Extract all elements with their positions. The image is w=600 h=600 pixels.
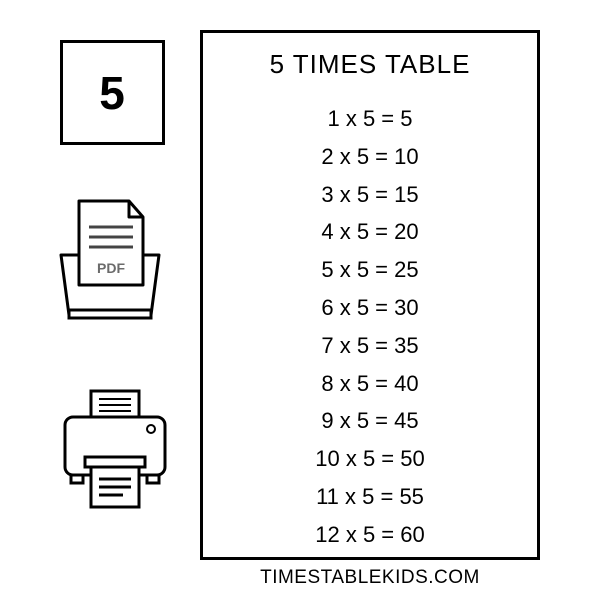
- table-title: 5 TIMES TABLE: [221, 49, 519, 80]
- pdf-export-icon[interactable]: PDF: [55, 195, 165, 335]
- pdf-label-text: PDF: [97, 260, 125, 276]
- table-row: 5 x 5 = 25: [321, 255, 418, 286]
- table-row: 4 x 5 = 20: [321, 217, 418, 248]
- table-row: 3 x 5 = 15: [321, 180, 418, 211]
- table-row: 1 x 5 = 5: [327, 104, 412, 135]
- table-rows: 1 x 5 = 5 2 x 5 = 10 3 x 5 = 15 4 x 5 = …: [221, 104, 519, 551]
- table-row: 11 x 5 = 55: [316, 482, 424, 513]
- table-row: 8 x 5 = 40: [321, 369, 418, 400]
- table-row: 12 x 5 = 60: [315, 520, 424, 551]
- table-row: 7 x 5 = 35: [321, 331, 418, 362]
- times-table-panel: 5 TIMES TABLE 1 x 5 = 5 2 x 5 = 10 3 x 5…: [200, 30, 540, 560]
- printer-icon[interactable]: [55, 385, 175, 515]
- table-row: 10 x 5 = 50: [315, 444, 424, 475]
- number-digit: 5: [99, 66, 126, 120]
- number-box: 5: [60, 40, 165, 145]
- table-row: 2 x 5 = 10: [321, 142, 418, 173]
- page-root: 5 PDF: [0, 0, 600, 600]
- table-row: 6 x 5 = 30: [321, 293, 418, 324]
- table-row: 9 x 5 = 45: [321, 406, 418, 437]
- footer-attribution: TIMESTABLEKIDS.COM: [221, 567, 519, 589]
